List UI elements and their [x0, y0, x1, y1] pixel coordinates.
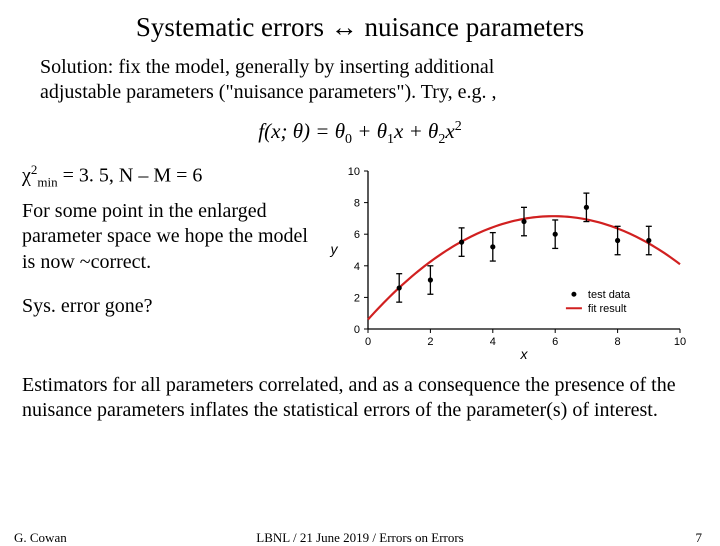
svg-text:4: 4 [354, 261, 360, 273]
svg-text:test data: test data [588, 289, 631, 301]
svg-text:x: x [520, 346, 529, 362]
svg-text:2: 2 [354, 292, 360, 304]
svg-text:8: 8 [615, 336, 621, 348]
footer-page-number: 7 [696, 530, 703, 546]
svg-text:10: 10 [348, 166, 360, 178]
fit-chart: 0 2 4 6 8 10 0 2 4 6 8 10 x y test data fit result [320, 163, 690, 363]
chi-symbol: χ [22, 165, 31, 187]
intro-line-1: Solution: fix the model, generally by in… [40, 56, 494, 78]
model-formula: f(x; θ) = θ0 + θ1x + θ2x2 [0, 119, 720, 148]
svg-text:y: y [330, 241, 339, 257]
svg-text:0: 0 [354, 324, 360, 336]
svg-text:fit result: fit result [588, 303, 627, 315]
page-title: Systematic errors ↔ nuisance parameters [0, 0, 720, 51]
mid-text-block: For some point in the enlarged parameter… [22, 199, 312, 363]
mid-text-1: For some point in the enlarged parameter… [22, 199, 312, 276]
chi-sub: min [37, 175, 57, 190]
svg-text:4: 4 [490, 336, 496, 348]
footer-author: G. Cowan [14, 530, 67, 546]
svg-text:6: 6 [354, 229, 360, 241]
chi-rest: = 3. 5, N – M = 6 [58, 165, 203, 187]
mid-text-2: Sys. error gone? [22, 294, 312, 320]
conclusion-paragraph: Estimators for all parameters correlated… [0, 373, 720, 423]
intro-paragraph: Solution: fix the model, generally by in… [0, 55, 720, 105]
footer-talk: LBNL / 21 June 2019 / Errors on Errors [256, 530, 464, 546]
intro-line-2: adjustable parameters ("nuisance paramet… [40, 81, 497, 103]
svg-text:10: 10 [674, 336, 686, 348]
svg-text:2: 2 [427, 336, 433, 348]
svg-text:8: 8 [354, 197, 360, 209]
svg-text:6: 6 [552, 336, 558, 348]
svg-text:0: 0 [365, 336, 371, 348]
